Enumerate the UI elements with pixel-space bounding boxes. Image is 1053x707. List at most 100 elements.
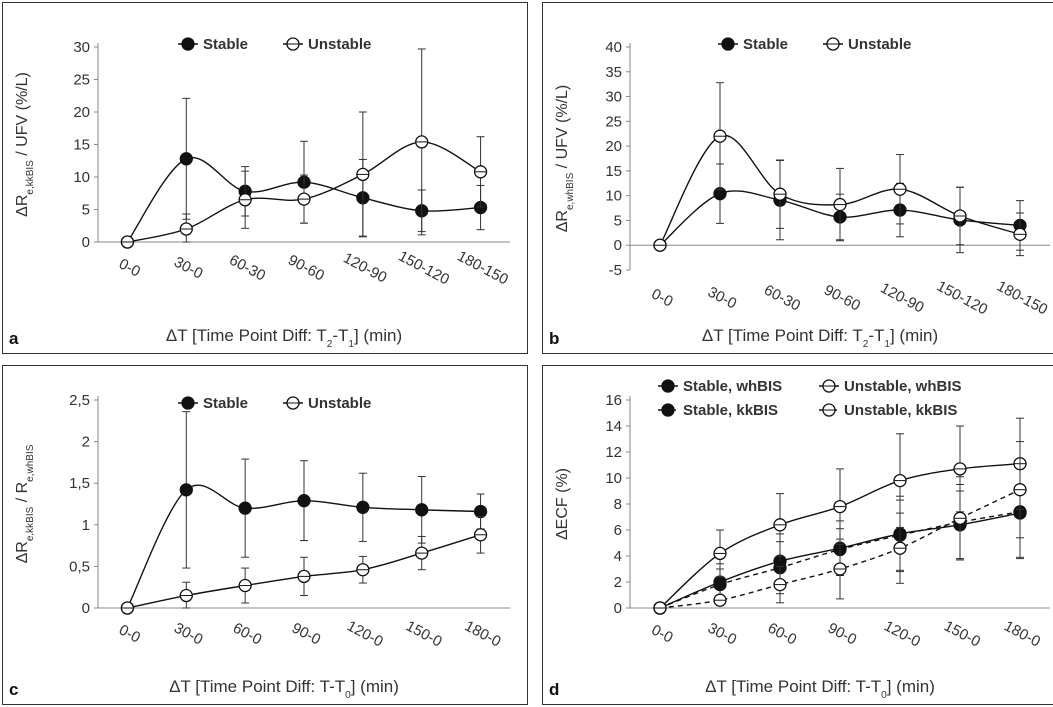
chart-panel-a: 0 5 10 15 20 25 30 0-0 30-0 60-30 90-60 120-90 150-1…	[2, 2, 528, 354]
y-tick-label: 25	[73, 72, 90, 89]
y-tick-label: 0,5	[69, 558, 90, 575]
data-point	[297, 494, 311, 508]
data-point	[238, 501, 252, 515]
chart-c-svg: 0 0,5 1 1,5 2 2,5 0-0 30-0 60-0 90-0 120-0 150-0 180…	[14, 392, 510, 701]
legend-marker	[181, 37, 195, 51]
y-tick-label: 4	[614, 548, 622, 565]
y-tick-label: 1,5	[69, 475, 90, 492]
x-tick-label: 30-0	[171, 253, 205, 282]
data-point	[415, 503, 429, 517]
x-tick-label: 180-150	[994, 278, 1051, 319]
y-tick-label: 25	[605, 113, 622, 130]
x-tick-label: 90-60	[821, 282, 863, 315]
x-tick-label: 150-120	[396, 248, 453, 289]
data-point	[179, 483, 193, 497]
x-tick-label: 180-0	[1001, 618, 1043, 651]
x-tick-label: 60-0	[765, 619, 799, 648]
x-tick-label: 150-0	[941, 618, 983, 651]
x-tick-label: 180-150	[454, 248, 511, 289]
y-axis-title: ΔECF (%)	[554, 468, 571, 540]
chart-b-svg: -5 0 5 10 15 20 25 30 35 40 0-0 30-0 60-30 90-60 120-9…	[554, 36, 1051, 350]
legend-marker	[661, 403, 675, 417]
legend-marker	[661, 379, 675, 393]
x-tick-label: 0-0	[649, 285, 676, 310]
x-tick-label: 30-0	[705, 283, 739, 312]
x-tick-label: 90-0	[825, 619, 859, 648]
y-tick-label: 10	[605, 188, 622, 205]
data-point	[356, 500, 370, 514]
x-tick-label: 60-0	[230, 619, 264, 648]
y-tick-label: 10	[73, 169, 90, 186]
panel-letter-c: c	[9, 680, 19, 699]
y-tick-label: -5	[609, 262, 622, 279]
y-tick-label: 0	[614, 237, 622, 254]
y-tick-label: 15	[605, 163, 622, 180]
x-tick-label: 120-0	[881, 618, 923, 651]
y-tick-label: 2	[614, 574, 622, 591]
y-tick-label: 12	[605, 444, 622, 461]
panel-letter-a: a	[9, 329, 19, 348]
y-axis-title: ΔRe,kkBIS / UFV (%/L)	[14, 72, 36, 217]
chart-panel-d: 0 2 4 6 8 10 12 14 16 0-0 30-0 60-0 90-0 120-0 150-0 18…	[542, 365, 1053, 705]
y-tick-label: 30	[605, 89, 622, 106]
x-tick-label: 60-30	[761, 282, 803, 315]
y-tick-label: 6	[614, 522, 622, 539]
x-axis-title: ΔT [Time Point Diff: T-T0] (min)	[169, 677, 399, 701]
y-tick-label: 30	[73, 39, 90, 56]
x-tick-label: 30-0	[171, 619, 205, 648]
x-tick-label: 0-0	[116, 621, 143, 646]
y-tick-label: 0	[82, 234, 90, 251]
legend-label: Stable, kkBIS	[683, 402, 778, 419]
x-tick-label: 90-60	[285, 252, 327, 285]
chart-panel-b: -5 0 5 10 15 20 25 30 35 40 0-0 30-0 60-30 90-60 120-9…	[542, 2, 1053, 354]
x-tick-label: 0-0	[116, 255, 143, 280]
chart-panel-c: 0 0,5 1 1,5 2 2,5 0-0 30-0 60-0 90-0 120-0 150-0 180…	[2, 365, 528, 705]
legend-label: Unstable, kkBIS	[844, 402, 957, 419]
y-tick-label: 0	[82, 600, 90, 617]
legend-marker	[721, 37, 735, 51]
y-tick-label: 15	[73, 137, 90, 154]
legend-label: Stable	[203, 36, 248, 53]
legend-label: Unstable	[848, 36, 911, 53]
legend-marker	[181, 396, 195, 410]
y-tick-label: 35	[605, 64, 622, 81]
x-tick-label: 30-0	[705, 619, 739, 648]
y-tick-label: 14	[605, 418, 622, 435]
legend-label: Unstable	[308, 395, 371, 412]
x-tick-label: 150-120	[934, 278, 991, 319]
y-axis-title: ΔRe,kkBIS / Re,whBIS	[14, 444, 36, 563]
x-tick-label: 180-0	[462, 618, 504, 651]
y-tick-label: 5	[614, 212, 622, 229]
y-tick-label: 2,5	[69, 392, 90, 409]
panel-letter-d: d	[549, 680, 560, 699]
y-tick-label: 5	[82, 202, 90, 219]
x-tick-label: 120-90	[877, 280, 926, 317]
x-tick-label: 90-0	[289, 619, 323, 648]
data-point	[473, 504, 488, 519]
legend-label: Unstable	[308, 36, 371, 53]
x-axis-title: ΔT [Time Point Diff: T-T0] (min)	[705, 677, 935, 701]
legend-label: Stable, whBIS	[683, 378, 782, 395]
x-axis-title: ΔT [Time Point Diff: T2-T1] (min)	[702, 326, 938, 350]
x-tick-label: 150-0	[403, 618, 445, 651]
data-point	[179, 152, 193, 166]
y-tick-label: 40	[605, 39, 622, 56]
y-tick-label: 16	[605, 392, 622, 409]
legend-label: Stable	[743, 36, 788, 53]
y-tick-label: 20	[73, 104, 90, 121]
chart-a-svg: 0 5 10 15 20 25 30 0-0 30-0 60-30 90-60 120-90 150-1…	[14, 36, 511, 350]
y-tick-label: 10	[605, 470, 622, 487]
x-tick-label: 0-0	[649, 621, 676, 646]
panel-letter-b: b	[549, 329, 560, 348]
y-axis-title: ΔRe,whBIS / UFV (%/L)	[554, 85, 576, 233]
y-tick-label: 2	[82, 434, 90, 451]
y-tick-label: 20	[605, 138, 622, 155]
data-point	[713, 577, 727, 592]
legend-label: Unstable, whBIS	[844, 378, 962, 395]
x-tick-label: 120-0	[344, 618, 386, 651]
y-tick-label: 1	[82, 517, 90, 534]
x-tick-label: 60-30	[226, 252, 268, 285]
x-axis-title: ΔT [Time Point Diff: T2-T1] (min)	[166, 326, 402, 350]
y-tick-label: 0	[614, 600, 622, 617]
y-tick-label: 8	[614, 496, 622, 513]
